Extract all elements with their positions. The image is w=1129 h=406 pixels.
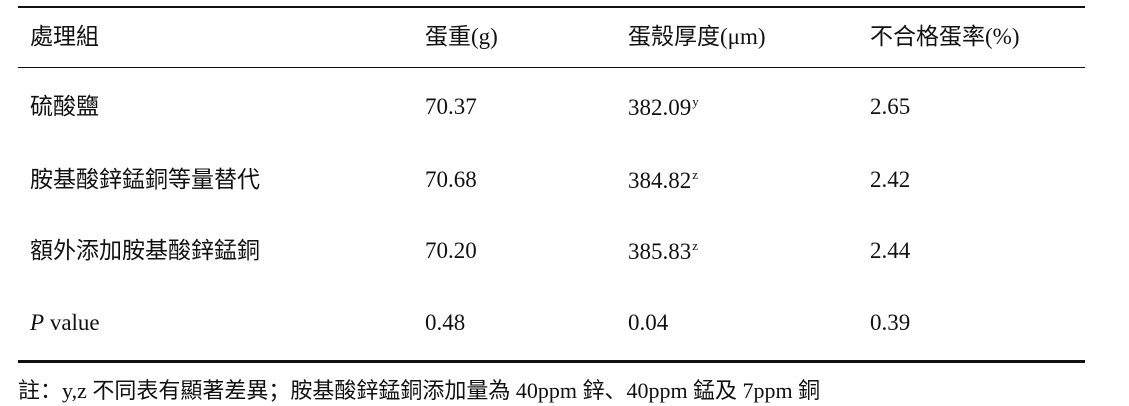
- cell-text: 382.09: [628, 95, 692, 120]
- cell-text: 0.04: [628, 310, 669, 335]
- cell-text: 385.83: [628, 239, 692, 264]
- top-rule: [18, 6, 1085, 8]
- header-cell: 處理組: [30, 24, 99, 49]
- superscript: z: [692, 238, 699, 253]
- table-cell: P value: [30, 311, 100, 334]
- table-cell: 2.65: [870, 95, 910, 118]
- table-cell: 2.44: [870, 239, 910, 262]
- cell-text: 0.48: [425, 310, 466, 335]
- header-cell: 蛋重(g): [425, 24, 498, 49]
- table-cell: 0.39: [870, 311, 910, 334]
- cell-text: 70.37: [425, 94, 477, 119]
- superscript: z: [692, 167, 699, 182]
- table-cell: 胺基酸鋅錳銅等量替代: [30, 168, 260, 191]
- cell-text: value: [49, 310, 100, 335]
- cell-text: 70.20: [425, 238, 477, 263]
- superscript: y: [692, 94, 699, 109]
- header-cell: 不合格蛋率(%): [870, 24, 1020, 49]
- cell-text: 0.39: [870, 310, 911, 335]
- table-cell: 硫酸鹽: [30, 95, 99, 118]
- cell-text: 額外添加胺基酸鋅錳銅: [30, 238, 260, 263]
- cell-text: 70.68: [425, 167, 477, 192]
- table-cell: 額外添加胺基酸鋅錳銅: [30, 239, 260, 262]
- table-cell: 382.09y: [628, 95, 699, 119]
- table-cell: 385.83z: [628, 239, 698, 263]
- cell-text: 硫酸鹽: [30, 94, 99, 119]
- table-cell: 384.82z: [628, 168, 698, 192]
- table-cell: 2.42: [870, 168, 910, 191]
- cell-text: 384.82: [628, 168, 692, 193]
- cell-text: 2.42: [870, 167, 911, 192]
- table-cell: 0.04: [628, 311, 668, 334]
- bottom-rule: [18, 360, 1085, 363]
- table-note: 註：y,z 不同表有顯著差異；胺基酸鋅錳銅添加量為 40ppm 鋅、40ppm …: [18, 378, 821, 403]
- header-cell: 蛋殼厚度(μm): [628, 24, 766, 49]
- table-cell: 70.37: [425, 95, 477, 118]
- cell-text: 2.65: [870, 94, 911, 119]
- table-cell: 70.68: [425, 168, 477, 191]
- cell-text: 胺基酸鋅錳銅等量替代: [30, 167, 260, 192]
- cell-text: 2.44: [870, 238, 911, 263]
- italic-label: P: [30, 310, 45, 335]
- table-cell: 70.20: [425, 239, 477, 262]
- header-rule: [18, 67, 1085, 68]
- table-cell: 0.48: [425, 311, 465, 334]
